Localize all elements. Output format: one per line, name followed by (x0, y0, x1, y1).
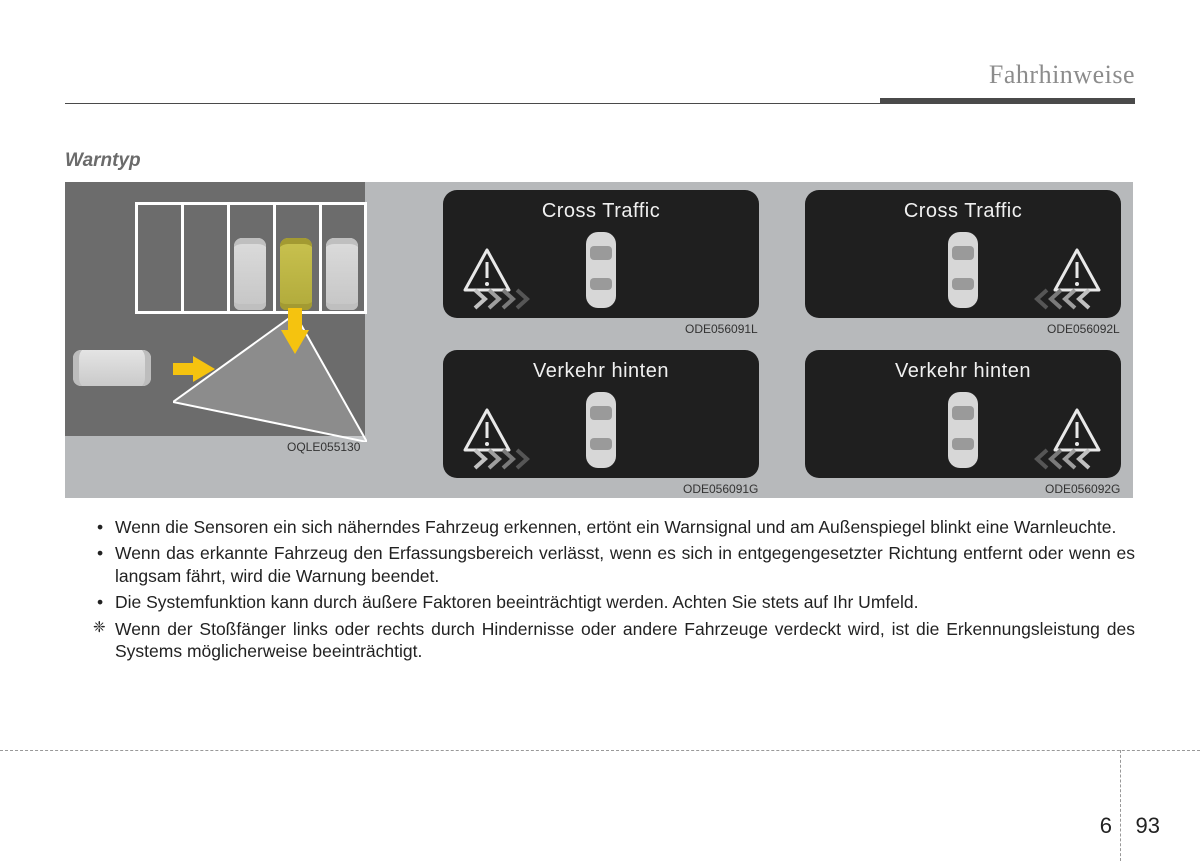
bullet-item: Wenn die Sensoren ein sich näherndes Fah… (101, 516, 1135, 538)
warning-panel-bottom-right: Verkehr hinten (805, 350, 1121, 478)
car-top-icon (942, 388, 984, 472)
figure-strip: OQLE055130 Cross Traffic ODE056091L Cros… (65, 182, 1133, 498)
warning-panel-top-left: Cross Traffic (443, 190, 759, 318)
cut-line-horizontal (0, 750, 1200, 751)
bullet-list: Wenn die Sensoren ein sich näherndes Fah… (65, 516, 1135, 662)
subsection-title: Warntyp (65, 150, 1135, 172)
bullet-item: Wenn das erkannte Fahrzeug den Erfassung… (101, 542, 1135, 587)
chevrons-right-icon (473, 288, 543, 310)
warning-panel-bottom-left: Verkehr hinten (443, 350, 759, 478)
figure-code: OQLE055130 (287, 440, 360, 454)
panel-title: Cross Traffic (805, 200, 1121, 223)
panel-title: Cross Traffic (443, 200, 759, 223)
cut-line-vertical (1120, 750, 1121, 861)
chevrons-right-icon (473, 448, 543, 470)
figure-code: ODE056091G (683, 482, 758, 496)
header-rule (65, 98, 1135, 104)
approaching-car-icon (73, 350, 151, 386)
parked-car-icon (326, 238, 358, 310)
arrow-right-icon (193, 356, 215, 382)
chevrons-left-icon (1021, 288, 1091, 310)
warning-panel-top-right: Cross Traffic (805, 190, 1121, 318)
parking-diagram (65, 182, 365, 436)
figure-code: ODE056092G (1045, 482, 1120, 496)
parking-stalls (135, 202, 365, 314)
chapter-number: 6 (1100, 813, 1112, 839)
figure-code: ODE056091L (685, 322, 758, 336)
section-title: Fahrhinweise (989, 60, 1135, 90)
panel-title: Verkehr hinten (805, 360, 1121, 383)
ego-car-icon (280, 238, 312, 310)
figure-code: ODE056092L (1047, 322, 1120, 336)
arrow-down-icon (281, 330, 309, 354)
manual-page: Fahrhinweise Warntyp (0, 0, 1200, 861)
car-top-icon (942, 228, 984, 312)
parked-car-icon (234, 238, 266, 310)
page-number: 93 (1136, 813, 1160, 839)
note-item: Wenn der Stoßfänger links oder rechts du… (101, 618, 1135, 663)
page-header: Fahrhinweise (65, 60, 1135, 104)
car-top-icon (580, 388, 622, 472)
bullet-item: Die Systemfunktion kann durch äußere Fak… (101, 591, 1135, 613)
car-top-icon (580, 228, 622, 312)
chevrons-left-icon (1021, 448, 1091, 470)
panel-title: Verkehr hinten (443, 360, 759, 383)
